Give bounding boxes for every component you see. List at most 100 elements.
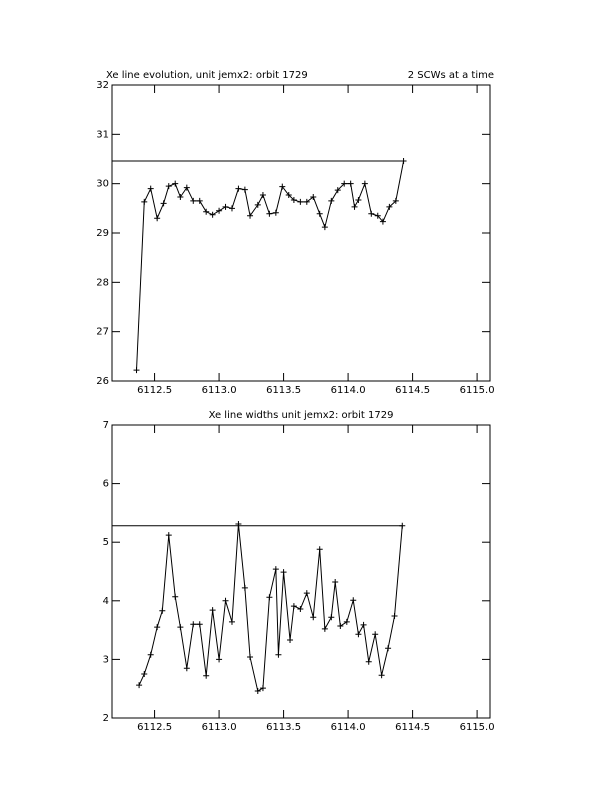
plus-marker bbox=[165, 532, 172, 539]
plus-marker bbox=[279, 183, 286, 190]
plus-marker bbox=[374, 212, 381, 219]
chart-title: Xe line evolution, unit jemx2: orbit 172… bbox=[106, 70, 308, 81]
plus-marker bbox=[310, 193, 317, 200]
plus-marker bbox=[280, 569, 287, 576]
plus-marker bbox=[347, 180, 354, 187]
plus-marker bbox=[351, 203, 358, 210]
plus-marker bbox=[247, 212, 254, 219]
plus-marker bbox=[235, 185, 242, 192]
plus-marker bbox=[222, 203, 229, 210]
plus-marker bbox=[334, 187, 341, 194]
plus-marker bbox=[216, 207, 223, 214]
data-line bbox=[136, 160, 405, 371]
plus-marker bbox=[316, 210, 323, 217]
plus-marker bbox=[141, 671, 148, 678]
plus-marker bbox=[275, 651, 282, 658]
plus-marker bbox=[254, 201, 261, 208]
plus-marker bbox=[247, 654, 254, 661]
plus-marker bbox=[379, 218, 386, 225]
plus-marker bbox=[154, 215, 161, 222]
plus-marker bbox=[172, 593, 179, 600]
x-tick-label: 6114.5 bbox=[395, 722, 430, 733]
plus-marker bbox=[133, 367, 140, 374]
y-tick-label: 7 bbox=[103, 420, 109, 431]
plus-marker bbox=[285, 192, 292, 199]
plus-marker bbox=[310, 614, 317, 621]
x-tick-label: 6113.0 bbox=[202, 385, 237, 396]
plus-marker bbox=[392, 197, 399, 204]
plus-marker bbox=[196, 197, 203, 204]
plus-marker bbox=[350, 597, 357, 604]
plus-marker bbox=[136, 682, 143, 689]
plus-marker bbox=[228, 618, 235, 625]
plus-marker bbox=[385, 645, 392, 652]
plus-marker bbox=[254, 688, 261, 695]
y-tick-label: 29 bbox=[96, 228, 109, 239]
plus-marker bbox=[172, 180, 179, 187]
plus-marker bbox=[147, 185, 154, 192]
plus-marker bbox=[141, 198, 148, 205]
plus-marker bbox=[378, 672, 385, 679]
plus-marker bbox=[209, 607, 216, 614]
plus-marker bbox=[272, 209, 279, 216]
plus-marker bbox=[216, 656, 223, 663]
plus-marker bbox=[337, 622, 344, 629]
y-tick-label: 5 bbox=[103, 537, 109, 548]
plus-marker bbox=[290, 603, 297, 610]
y-tick-label: 4 bbox=[103, 596, 109, 607]
plus-marker bbox=[190, 197, 197, 204]
plus-marker bbox=[341, 180, 348, 187]
y-tick-label: 6 bbox=[103, 479, 109, 490]
plot-frame bbox=[111, 84, 491, 382]
plus-marker bbox=[203, 672, 210, 679]
plus-marker bbox=[147, 651, 154, 658]
plus-marker bbox=[316, 546, 323, 553]
plus-marker bbox=[259, 192, 266, 199]
y-tick-label: 28 bbox=[96, 277, 109, 288]
plus-marker bbox=[372, 631, 379, 638]
plus-marker bbox=[154, 624, 161, 631]
x-tick-label: 6113.0 bbox=[202, 722, 237, 733]
plus-marker bbox=[209, 211, 216, 218]
plus-marker bbox=[365, 658, 372, 665]
x-tick-label: 6114.0 bbox=[331, 385, 366, 396]
plus-marker bbox=[391, 613, 398, 620]
plus-marker bbox=[183, 665, 190, 672]
data-line bbox=[138, 523, 403, 692]
plus-marker bbox=[360, 621, 367, 628]
plus-marker bbox=[272, 566, 279, 573]
plus-marker bbox=[196, 621, 203, 628]
y-tick-label: 2 bbox=[103, 713, 109, 724]
plus-marker bbox=[241, 584, 248, 591]
plus-marker bbox=[321, 224, 328, 231]
plus-marker bbox=[303, 590, 310, 597]
plus-marker bbox=[177, 193, 184, 200]
plus-marker bbox=[297, 606, 304, 613]
x-tick-label: 6114.0 bbox=[331, 722, 366, 733]
plus-marker bbox=[222, 597, 229, 604]
plus-marker bbox=[190, 621, 197, 628]
plus-marker bbox=[321, 625, 328, 632]
plus-marker bbox=[228, 205, 235, 212]
y-tick-label: 3 bbox=[103, 654, 109, 665]
plus-marker bbox=[355, 631, 362, 638]
y-tick-label: 32 bbox=[96, 80, 109, 91]
x-tick-label: 6114.5 bbox=[395, 385, 430, 396]
plus-marker bbox=[266, 594, 273, 601]
plus-marker bbox=[203, 208, 210, 215]
plus-marker bbox=[328, 614, 335, 621]
plus-marker bbox=[160, 200, 167, 207]
x-tick-label: 6112.5 bbox=[137, 722, 172, 733]
plus-marker bbox=[303, 198, 310, 205]
plus-marker bbox=[159, 607, 166, 614]
x-tick-label: 6112.5 bbox=[137, 385, 172, 396]
plus-marker bbox=[368, 210, 375, 217]
x-tick-label: 6115.0 bbox=[460, 722, 495, 733]
plus-marker bbox=[386, 203, 393, 210]
plus-marker bbox=[241, 186, 248, 193]
plus-marker bbox=[328, 197, 335, 204]
plus-marker bbox=[259, 685, 266, 692]
chart-title: Xe line widths unit jemx2: orbit 1729 bbox=[209, 410, 394, 421]
x-tick-label: 6115.0 bbox=[460, 385, 495, 396]
